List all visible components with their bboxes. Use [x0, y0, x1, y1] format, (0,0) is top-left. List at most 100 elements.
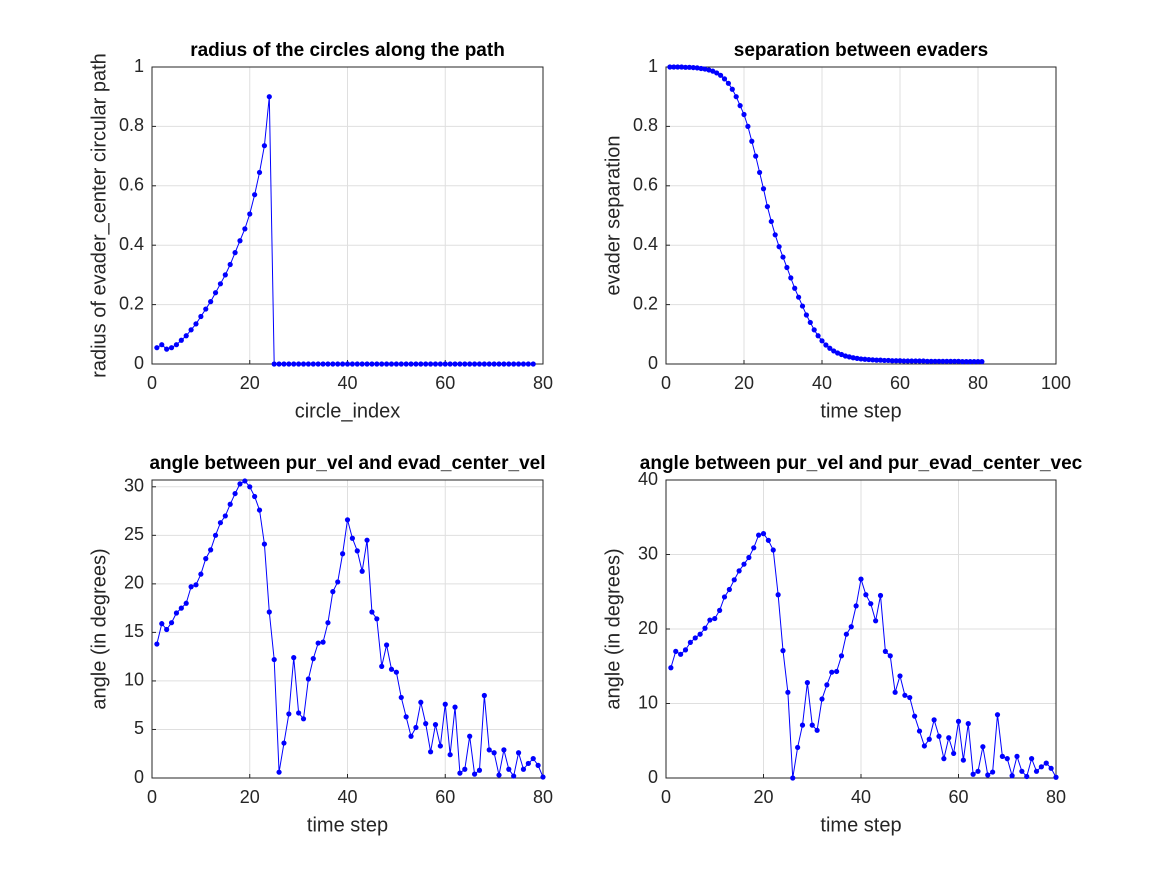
- data-point: [776, 244, 782, 250]
- data-point: [892, 689, 898, 695]
- x-tick-label: 80: [968, 373, 988, 393]
- data-point: [702, 66, 708, 72]
- data-point: [476, 767, 483, 773]
- data-point: [994, 712, 1001, 718]
- data-point: [276, 361, 282, 367]
- data-point: [467, 733, 473, 739]
- data-point: [305, 676, 311, 682]
- data-point: [726, 586, 732, 593]
- data-point: [374, 361, 380, 367]
- y-tick-label: 0.4: [633, 234, 658, 254]
- y-tick-label: 0.8: [633, 115, 658, 135]
- data-point: [921, 743, 927, 749]
- data-point: [271, 361, 277, 367]
- data-point: [520, 361, 527, 367]
- data-point: [281, 361, 287, 367]
- data-point: [506, 361, 512, 367]
- data-point: [854, 355, 860, 361]
- data-point: [741, 561, 747, 567]
- data-point: [183, 600, 189, 606]
- x-tick-label: 0: [661, 787, 671, 807]
- x-tick-label: 20: [240, 373, 260, 393]
- data-point: [252, 493, 258, 500]
- x-axis-label: time step: [820, 400, 901, 422]
- data-point: [511, 361, 517, 367]
- data-point: [897, 358, 903, 364]
- y-tick-label: 0.4: [119, 234, 144, 254]
- y-tick-label: 0.6: [119, 175, 144, 195]
- data-point: [746, 554, 752, 561]
- data-point: [164, 626, 170, 633]
- data-point: [330, 361, 336, 367]
- data-point: [476, 361, 483, 367]
- data-point: [520, 766, 527, 772]
- data-point: [354, 548, 360, 554]
- y-tick-label: 0: [134, 767, 144, 787]
- data-point: [178, 337, 184, 343]
- data-point: [932, 358, 938, 364]
- y-tick-label: 30: [124, 476, 144, 496]
- data-point: [198, 571, 204, 577]
- data-point: [427, 749, 434, 755]
- data-point: [1024, 773, 1030, 780]
- data-point: [296, 361, 302, 367]
- data-point: [1014, 753, 1020, 759]
- data-point: [866, 356, 872, 363]
- data-point: [959, 359, 966, 365]
- data-point: [369, 609, 375, 615]
- data-point: [799, 303, 806, 309]
- data-point: [315, 640, 321, 646]
- data-point: [398, 694, 404, 701]
- x-tick-label: 0: [147, 373, 157, 393]
- x-tick-label: 40: [851, 787, 871, 807]
- data-point: [501, 361, 507, 367]
- data-point: [364, 537, 370, 543]
- data-point: [790, 775, 796, 781]
- data-point: [388, 361, 395, 367]
- data-point: [721, 76, 728, 82]
- data-point: [819, 696, 825, 702]
- data-point: [315, 361, 321, 367]
- data-point: [858, 576, 864, 582]
- data-point: [256, 507, 263, 513]
- data-point: [300, 361, 307, 367]
- subplot: 0 20 40 60 80 100 0 0.2 0.4 0.6 0.8 1 separation bet…: [602, 40, 1071, 422]
- data-point: [823, 342, 829, 348]
- data-point: [897, 673, 903, 679]
- y-tick-label: 0.8: [119, 115, 144, 135]
- data-point: [970, 771, 976, 777]
- data-point: [775, 592, 781, 598]
- data-point: [442, 361, 448, 367]
- data-point: [862, 356, 868, 362]
- data-point: [168, 345, 175, 351]
- data-point: [427, 361, 434, 367]
- data-point: [335, 361, 341, 367]
- data-point: [188, 584, 194, 590]
- data-point: [266, 609, 272, 615]
- data-point: [990, 769, 996, 775]
- data-point: [815, 333, 821, 339]
- y-tick-label: 0: [134, 353, 144, 373]
- data-point: [804, 680, 810, 686]
- y-tick-label: 15: [124, 621, 144, 641]
- y-tick-label: 1: [648, 56, 658, 76]
- subplot-title: angle between pur_vel and pur_evad_cente…: [640, 453, 1083, 474]
- data-point: [873, 618, 879, 624]
- x-tick-label: 80: [1046, 787, 1066, 807]
- data-point: [692, 635, 698, 641]
- data-point: [159, 621, 165, 627]
- data-point: [736, 568, 742, 574]
- data-point: [667, 64, 673, 70]
- data-point: [807, 319, 813, 326]
- data-point: [511, 773, 517, 779]
- data-point: [803, 312, 810, 318]
- y-tick-label: 30: [638, 543, 658, 563]
- data-point: [811, 327, 817, 333]
- data-point: [496, 772, 502, 778]
- x-tick-label: 0: [661, 373, 671, 393]
- data-point: [408, 361, 414, 367]
- data-point: [212, 532, 219, 538]
- data-point: [442, 701, 448, 707]
- data-point: [340, 551, 346, 557]
- y-tick-label: 10: [124, 670, 144, 690]
